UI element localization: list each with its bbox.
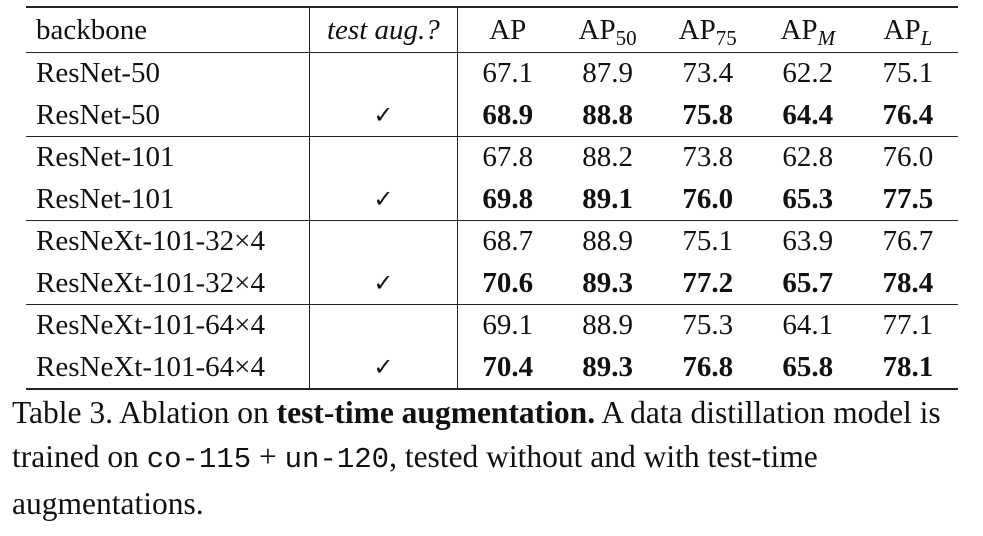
metric-base: AP [780, 14, 818, 46]
metric-value-cell: 75.8 [682, 98, 734, 131]
metric-subscript: 75 [715, 26, 737, 50]
test-aug-cell: ✓ [309, 94, 458, 137]
metric-value-cell: 68.9 [482, 98, 534, 131]
caption-plus: + [251, 439, 285, 474]
backbone-cell: ResNeXt-101-64×4 [26, 346, 310, 389]
metric-subscript: M [817, 26, 836, 50]
metric-value-cell: 89.3 [582, 266, 633, 299]
backbone-cell: ResNeXt-101-32×4 [26, 262, 310, 305]
metric-subscript: 50 [615, 26, 637, 50]
backbone-cell: ResNet-101 [26, 178, 310, 221]
caption-text-end: , tested without and with test-time augm… [12, 439, 818, 521]
table-row: ResNet-50 67.1 87.9 73.4 62.2 75.1 [26, 52, 958, 94]
metric-value-cell: 64.1 [782, 309, 834, 341]
metric-value-cell: 65.7 [782, 266, 834, 299]
metric-base: AP [578, 14, 616, 46]
metric-value-cell: 69.8 [482, 182, 534, 215]
header-metric: APL [858, 7, 958, 53]
caption-dataset-un: un-120 [284, 443, 390, 476]
table-header-row: backbone test aug.? AP AP50 AP75 APM APL [26, 7, 958, 53]
checkmark-icon: ✓ [373, 101, 394, 129]
table-body: ResNet-50 67.1 87.9 73.4 62.2 75.1 ResNet-50 ✓ 6… [26, 52, 958, 389]
metric-value-cell: 69.1 [482, 309, 534, 341]
metric-value-cell: 67.8 [482, 141, 534, 173]
metric-value-cell: 88.9 [582, 309, 633, 341]
metric-value-cell: 76.0 [682, 182, 734, 215]
metric-value-cell: 76.0 [882, 141, 934, 173]
metric-value-cell: 73.8 [682, 141, 734, 173]
metric-value-cell: 63.9 [782, 225, 834, 257]
caption-text: A data distillation model is trained on [12, 395, 941, 474]
metric-value-cell: 88.8 [582, 98, 633, 131]
backbone-cell: ResNeXt-101-32×4 [26, 220, 310, 262]
metric-value-cell: 88.2 [582, 141, 633, 173]
test-aug-cell [309, 136, 458, 178]
metric-value-cell: 75.3 [682, 309, 734, 341]
checkmark-icon: ✓ [373, 353, 394, 381]
metric-value-cell: 76.8 [682, 350, 734, 383]
metric-value-cell: 65.8 [782, 350, 834, 383]
header-backbone: backbone [26, 7, 310, 53]
checkmark-icon: ✓ [373, 185, 394, 213]
metric-value-cell: 64.4 [782, 98, 834, 131]
header-metric: APM [758, 7, 858, 53]
table-caption: Table 3. Ablation on test-time augmentat… [12, 391, 977, 526]
test-aug-cell: ✓ [309, 346, 458, 389]
header-metric: AP75 [658, 7, 758, 53]
checkmark-icon: ✓ [373, 269, 394, 297]
metric-value-cell: 77.1 [882, 309, 934, 341]
test-aug-cell [309, 304, 458, 346]
test-aug-cell: ✓ [309, 262, 458, 305]
metric-value-cell: 70.4 [482, 350, 534, 383]
metric-value-cell: 78.1 [882, 350, 934, 383]
metric-value-cell: 89.1 [582, 182, 633, 215]
metric-value-cell: 89.3 [582, 350, 633, 383]
metric-value-cell: 75.1 [682, 225, 734, 257]
header-test-aug: test aug.? [309, 7, 458, 53]
table-row: ResNeXt-101-64×4 ✓ 70.4 89.3 76.8 65.8 78.1 [26, 346, 958, 389]
table-row: ResNeXt-101-32×4 ✓ 70.6 89.3 77.2 65.7 78.4 [26, 262, 958, 305]
metric-value-cell: 77.2 [682, 266, 734, 299]
metric-value-cell: 75.1 [882, 57, 934, 89]
caption-bold-topic: test-time augmentation. [276, 395, 596, 430]
metric-value-cell: 77.5 [882, 182, 934, 215]
test-aug-cell: ✓ [309, 178, 458, 221]
metric-base: AP [678, 14, 716, 46]
metric-value-cell: 76.7 [882, 225, 934, 257]
metric-value-cell: 76.4 [882, 98, 934, 131]
metric-value-cell: 78.4 [882, 266, 934, 299]
backbone-cell: ResNet-50 [26, 94, 310, 137]
test-aug-cell [309, 220, 458, 262]
metric-value-cell: 87.9 [582, 57, 633, 89]
metric-value-cell: 62.8 [782, 141, 834, 173]
table-row: ResNet-101 67.8 88.2 73.8 62.8 76.0 [26, 136, 958, 178]
backbone-cell: ResNet-101 [26, 136, 310, 178]
table-row: ResNeXt-101-32×4 68.7 88.9 75.1 63.9 76.7 [26, 220, 958, 262]
metric-value-cell: 62.2 [782, 57, 834, 89]
metric-subscript: L [920, 26, 933, 50]
table-row: ResNet-101 ✓ 69.8 89.1 76.0 65.3 77.5 [26, 178, 958, 221]
table-row: ResNet-50 ✓ 68.9 88.8 75.8 64.4 76.4 [26, 94, 958, 137]
table-row: ResNeXt-101-64×4 69.1 88.9 75.3 64.1 77.1 [26, 304, 958, 346]
metric-value-cell: 73.4 [682, 57, 734, 89]
metric-value-cell: 67.1 [482, 57, 534, 89]
results-table: backbone test aug.? AP AP50 AP75 APM APL… [26, 6, 958, 390]
metric-base: AP [883, 14, 921, 46]
metric-value-cell: 68.7 [482, 225, 534, 257]
metric-value-cell: 65.3 [782, 182, 834, 215]
metric-base: AP [489, 14, 527, 46]
backbone-cell: ResNeXt-101-64×4 [26, 304, 310, 346]
metric-value-cell: 88.9 [582, 225, 633, 257]
metric-value-cell: 70.6 [482, 266, 534, 299]
header-metric: AP50 [558, 7, 658, 53]
header-metric: AP [457, 7, 557, 53]
test-aug-cell [309, 52, 458, 94]
backbone-cell: ResNet-50 [26, 52, 310, 94]
caption-label: Table 3. Ablation on [12, 395, 277, 430]
caption-dataset-co: co-115 [146, 443, 252, 476]
